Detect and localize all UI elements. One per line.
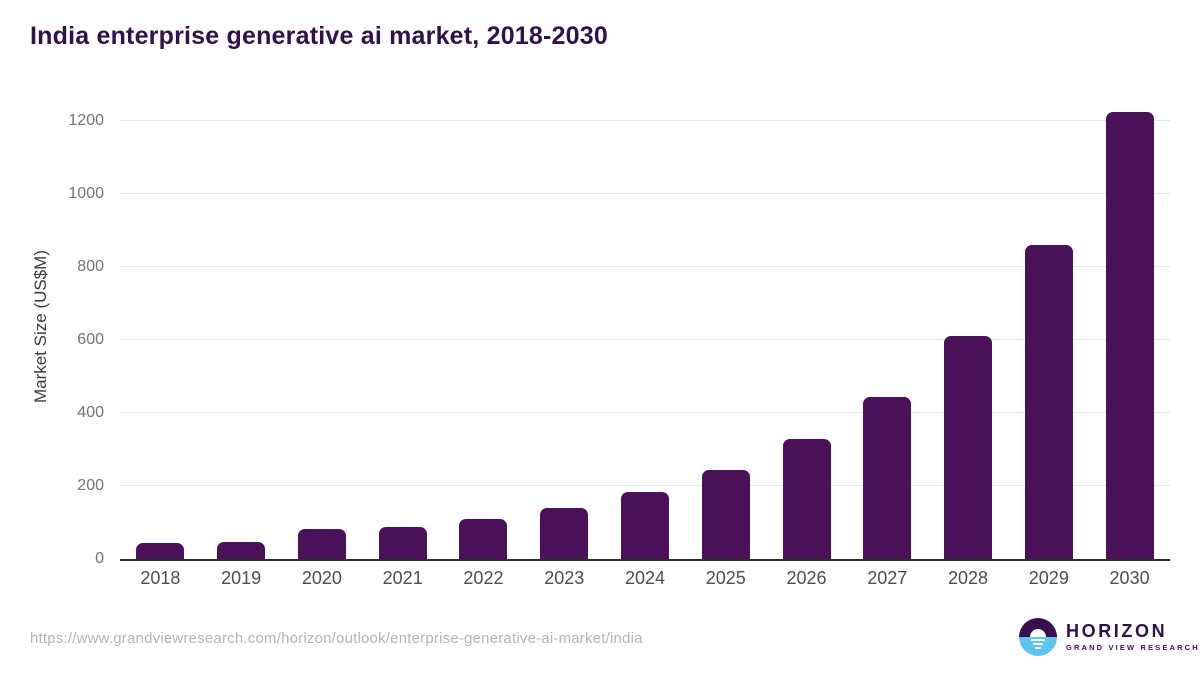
x-tick-label-2018: 2018 bbox=[140, 568, 181, 588]
grid-line-600 bbox=[120, 339, 1170, 340]
bar-2021 bbox=[378, 527, 427, 559]
logo-text: HORIZON GRAND VIEW RESEARCH bbox=[1066, 622, 1200, 652]
x-tick-label-2029: 2029 bbox=[1028, 568, 1069, 588]
x-tick-label-2022: 2022 bbox=[463, 568, 504, 588]
x-tick-label-2030: 2030 bbox=[1109, 568, 1150, 588]
grid-line-200 bbox=[120, 485, 1170, 486]
plot-area: 0 200 400 600 800 1000 1200 bbox=[68, 95, 1170, 567]
bar-2027 bbox=[863, 397, 912, 559]
bar-2026 bbox=[782, 439, 831, 559]
grid-line-1000 bbox=[120, 193, 1170, 194]
y-tick-label-200: 200 bbox=[77, 477, 104, 494]
y-tick-label-1200: 1200 bbox=[68, 112, 104, 129]
bar-2018 bbox=[136, 542, 185, 559]
bar-2025 bbox=[701, 469, 750, 559]
sun-glyph bbox=[1030, 629, 1046, 637]
bar-2028 bbox=[944, 335, 993, 559]
horizon-sun-circle-icon bbox=[1019, 618, 1057, 656]
source-url: https://www.grandviewresearch.com/horizo… bbox=[30, 630, 643, 647]
reflection-line bbox=[1035, 647, 1041, 649]
bar-2020 bbox=[297, 529, 346, 559]
y-tick-label-600: 600 bbox=[77, 331, 104, 348]
horizon-logo: HORIZON GRAND VIEW RESEARCH bbox=[1019, 618, 1200, 656]
bar-2029 bbox=[1024, 245, 1073, 559]
bar-2023 bbox=[540, 507, 589, 559]
bar-2030 bbox=[1105, 111, 1154, 559]
x-tick-label-2028: 2028 bbox=[948, 568, 989, 588]
x-tick-label-2019: 2019 bbox=[221, 568, 262, 588]
y-tick-label-800: 800 bbox=[77, 258, 104, 275]
x-tick-label-2020: 2020 bbox=[301, 568, 342, 588]
bar-2019 bbox=[217, 541, 266, 559]
bar-2022 bbox=[459, 518, 508, 559]
x-tick-label-2024: 2024 bbox=[624, 568, 665, 588]
logo-name: HORIZON bbox=[1066, 621, 1168, 641]
x-tick-label-2023: 2023 bbox=[544, 568, 585, 588]
bars-layer bbox=[120, 95, 1170, 559]
grid-line-800 bbox=[120, 266, 1170, 267]
grid-line-400 bbox=[120, 412, 1170, 413]
y-tick-label-400: 400 bbox=[77, 404, 104, 421]
grid-line-1200 bbox=[120, 120, 1170, 121]
x-axis-labels: 2018 2019 2020 2021 2022 2023 2024 2025 2026 2027… bbox=[120, 568, 1170, 589]
chart-title: India enterprise generative ai market, 2… bbox=[30, 22, 608, 50]
logo-subtitle: GRAND VIEW RESEARCH bbox=[1066, 643, 1200, 652]
y-tick-label-1000: 1000 bbox=[68, 185, 104, 202]
y-tick-label-0: 0 bbox=[95, 550, 104, 567]
bar-2024 bbox=[620, 491, 669, 559]
x-tick-label-2021: 2021 bbox=[382, 568, 423, 588]
x-tick-label-2027: 2027 bbox=[867, 568, 908, 588]
x-tick-label-2025: 2025 bbox=[705, 568, 746, 588]
reflection-line bbox=[1033, 643, 1043, 645]
x-tick-label-2026: 2026 bbox=[786, 568, 827, 588]
reflection-line bbox=[1031, 639, 1045, 641]
